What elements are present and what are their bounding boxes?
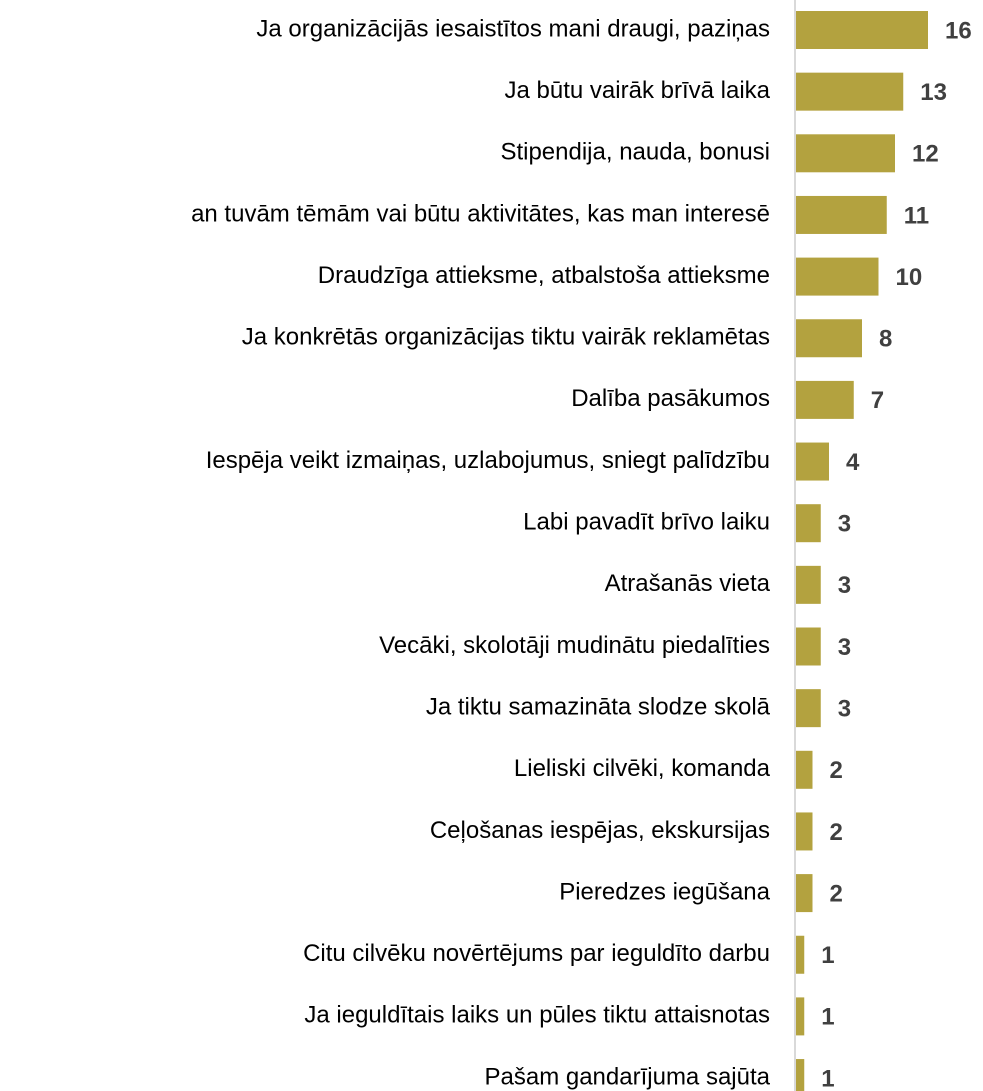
- category-label: Ja ieguldītais laiks un pūles tiktu atta…: [304, 1002, 770, 1029]
- value-label: 11: [904, 202, 929, 229]
- bar: [796, 627, 821, 666]
- bar: [796, 997, 805, 1036]
- category-label: Pašam gandarījuma sajūta: [485, 1063, 771, 1090]
- value-label: 2: [830, 880, 843, 907]
- value-label: 8: [879, 326, 892, 353]
- category-label: Pieredzes iegūšana: [559, 878, 770, 905]
- category-label: an tuvām tēmām vai būtu aktivitātes, kas…: [191, 200, 770, 227]
- bar: [796, 319, 862, 358]
- value-label: 3: [838, 511, 851, 538]
- bar: [796, 750, 813, 789]
- category-label: Ja organizācijās iesaistītos mani draugi…: [256, 15, 770, 42]
- category-label: Ja būtu vairāk brīvā laika: [505, 77, 771, 104]
- bar: [796, 504, 821, 543]
- bar: [796, 195, 887, 234]
- category-label: Ja konkrētās organizācijas tiktu vairāk …: [242, 324, 770, 351]
- value-label: 2: [830, 757, 843, 784]
- category-label: Citu cilvēku novērtējums par ieguldīto d…: [303, 940, 770, 967]
- category-label: Stipendija, nauda, bonusi: [500, 139, 770, 166]
- value-label: 1: [821, 942, 834, 969]
- bar: [796, 565, 821, 604]
- bar: [796, 1059, 805, 1091]
- bar: [796, 874, 813, 913]
- value-label: 3: [838, 634, 851, 661]
- value-label: 10: [896, 264, 923, 291]
- bar: [796, 11, 928, 49]
- category-label: Ja tiktu samazināta slodze skolā: [426, 693, 771, 720]
- bar: [796, 72, 904, 111]
- value-label: 16: [945, 17, 972, 44]
- value-label: 13: [920, 79, 947, 106]
- bar: [796, 380, 854, 419]
- value-label: 7: [871, 387, 884, 414]
- category-label: Ceļošanas iespējas, ekskursijas: [430, 817, 770, 844]
- value-label: 4: [846, 449, 860, 476]
- bar: [796, 689, 821, 728]
- bar: [796, 257, 879, 296]
- category-label: Lieliski cilvēki, komanda: [514, 755, 771, 782]
- value-label: 1: [821, 1065, 834, 1091]
- value-label: 3: [838, 695, 851, 722]
- category-label: Iespēja veikt izmaiņas, uzlabojumus, sni…: [206, 447, 770, 474]
- category-label: Dalība pasākumos: [571, 385, 770, 412]
- value-label: 12: [912, 141, 939, 168]
- category-label: Labi pavadīt brīvo laiku: [523, 509, 770, 536]
- category-label: Draudzīga attieksme, atbalstoša attieksm…: [318, 262, 770, 289]
- bar: [796, 812, 813, 851]
- category-label: Atrašanās vieta: [605, 570, 771, 597]
- bar: [796, 935, 805, 974]
- value-label: 2: [830, 819, 843, 846]
- bar: [796, 442, 829, 481]
- category-label: Vecāki, skolotāji mudinātu piedalīties: [379, 632, 770, 659]
- bar: [796, 134, 895, 173]
- value-label: 3: [838, 572, 851, 599]
- value-label: 1: [821, 1004, 834, 1031]
